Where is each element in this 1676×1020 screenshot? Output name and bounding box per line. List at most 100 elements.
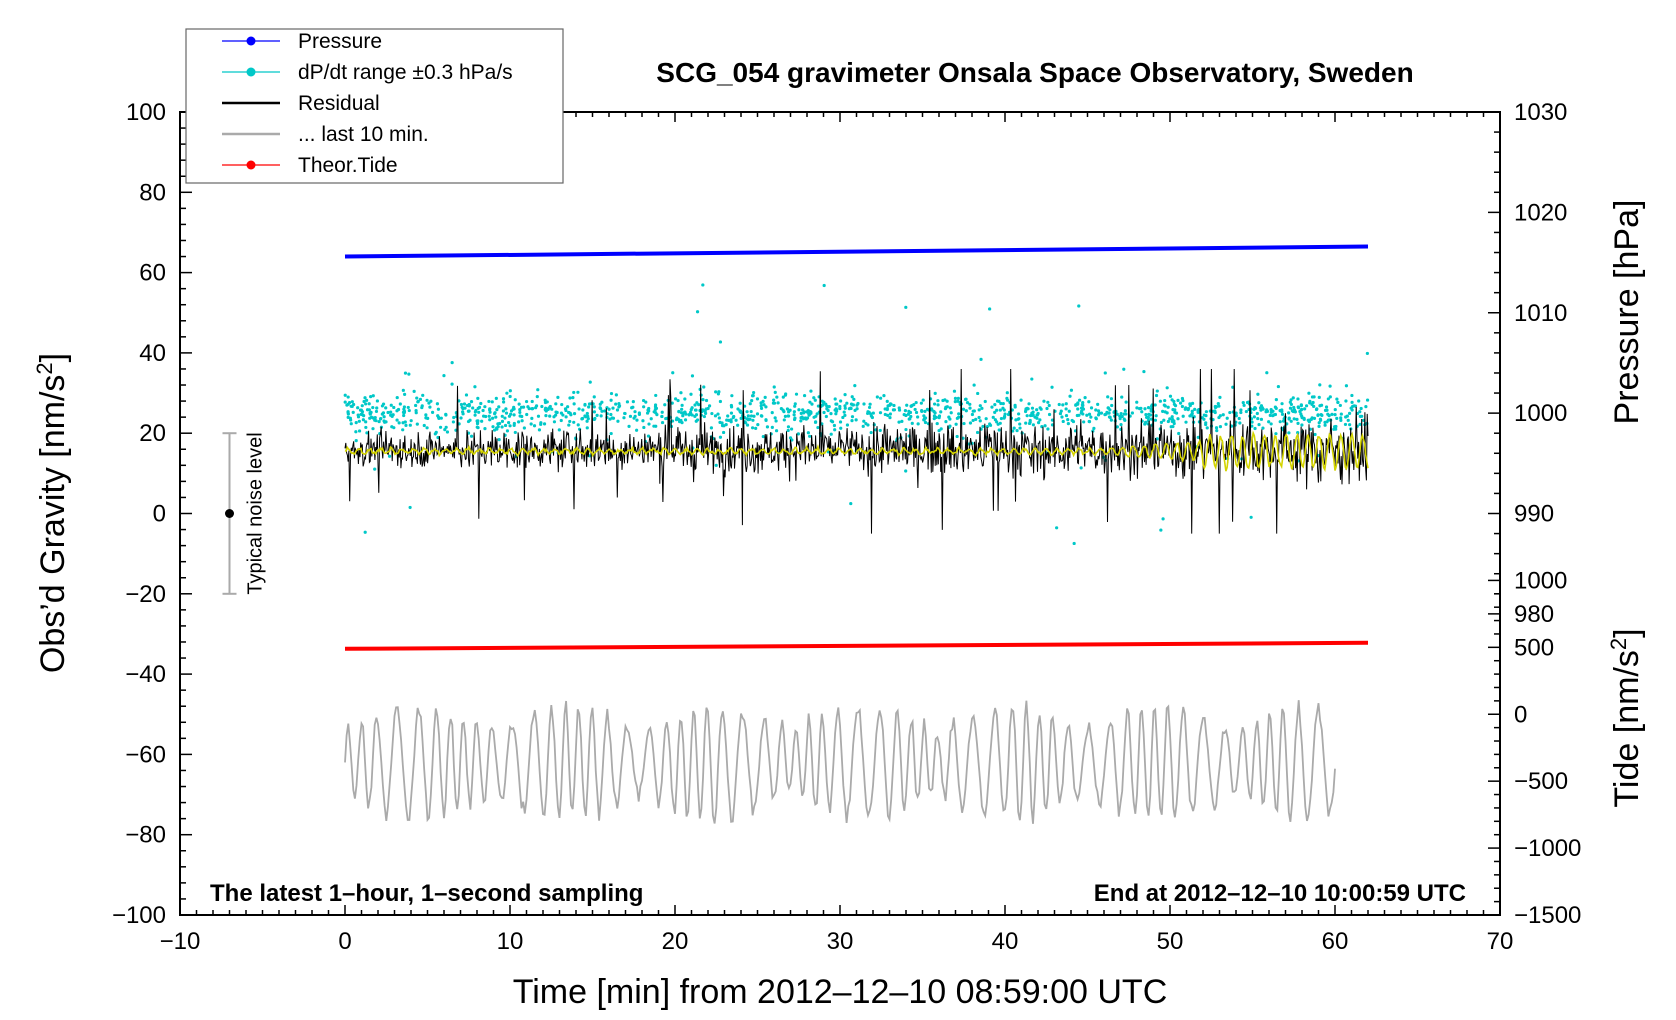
dpdt-point bbox=[469, 400, 474, 404]
dpdt-point bbox=[402, 413, 406, 418]
dpdt-point bbox=[364, 420, 368, 424]
dpdt-point bbox=[679, 391, 683, 395]
dpdt-point bbox=[392, 405, 396, 410]
dpdt-point bbox=[422, 423, 426, 428]
dpdt-point bbox=[914, 410, 919, 415]
dpdt-point bbox=[652, 410, 656, 414]
dpdt-point bbox=[471, 406, 475, 410]
dpdt-point bbox=[1312, 404, 1316, 408]
dpdt-point bbox=[729, 411, 734, 415]
x-tick-label: 30 bbox=[827, 928, 854, 955]
dpdt-point bbox=[683, 418, 688, 422]
dpdt-point bbox=[1122, 367, 1126, 371]
dpdt-point bbox=[1216, 402, 1220, 406]
dpdt-point bbox=[476, 419, 480, 423]
dpdt-point bbox=[1123, 409, 1127, 413]
dpdt-point bbox=[1172, 399, 1176, 404]
dpdt-point bbox=[504, 411, 509, 415]
dpdt-point bbox=[978, 404, 982, 408]
dpdt-point bbox=[923, 409, 927, 413]
dpdt-point bbox=[1158, 399, 1162, 403]
dpdt-point bbox=[1280, 409, 1284, 414]
dpdt-point bbox=[1328, 395, 1332, 399]
dpdt-point bbox=[759, 414, 763, 418]
dpdt-point bbox=[855, 407, 859, 411]
dpdt-point bbox=[644, 400, 648, 404]
dpdt-point bbox=[792, 413, 796, 417]
dpdt-point bbox=[504, 407, 508, 411]
dpdt-point bbox=[869, 414, 873, 418]
dpdt-point bbox=[592, 405, 596, 409]
dpdt-point bbox=[1014, 418, 1018, 422]
dpdt-point bbox=[633, 410, 637, 414]
dpdt-point bbox=[380, 412, 384, 416]
tide-tick-label: −500 bbox=[1514, 768, 1568, 795]
dpdt-point bbox=[607, 407, 611, 411]
dpdt-point bbox=[838, 420, 843, 424]
dpdt-point bbox=[701, 283, 705, 287]
dpdt-point bbox=[1296, 397, 1300, 401]
dpdt-point bbox=[415, 422, 419, 426]
dpdt-point bbox=[1257, 422, 1261, 427]
dpdt-point bbox=[1330, 412, 1334, 416]
dpdt-point bbox=[1163, 398, 1167, 403]
dpdt-point bbox=[904, 305, 908, 309]
dpdt-point bbox=[412, 389, 416, 393]
dpdt-point bbox=[654, 424, 658, 428]
dpdt-point bbox=[1085, 413, 1089, 417]
dpdt-point bbox=[835, 402, 839, 406]
dpdt-point bbox=[495, 427, 499, 431]
dpdt-point bbox=[1082, 420, 1086, 424]
dpdt-point bbox=[910, 404, 914, 408]
dpdt-point bbox=[1047, 412, 1052, 417]
y-tick-label: −100 bbox=[112, 902, 166, 929]
dpdt-point bbox=[910, 421, 914, 425]
dpdt-point bbox=[871, 411, 875, 415]
dpdt-point bbox=[1161, 409, 1165, 413]
dpdt-point bbox=[997, 428, 1001, 432]
dpdt-point bbox=[1339, 418, 1343, 422]
dpdt-point bbox=[1317, 395, 1321, 399]
dpdt-point bbox=[762, 403, 766, 407]
pressure-tick-label: 1030 bbox=[1514, 99, 1567, 126]
dpdt-point bbox=[913, 407, 917, 412]
dpdt-point bbox=[843, 392, 847, 397]
dpdt-point bbox=[1339, 412, 1343, 416]
dpdt-point bbox=[386, 410, 390, 415]
dpdt-point bbox=[914, 400, 918, 405]
dpdt-point bbox=[356, 406, 360, 410]
dpdt-point bbox=[991, 415, 995, 419]
dpdt-point bbox=[603, 409, 607, 413]
dpdt-point bbox=[464, 393, 469, 397]
dpdt-point bbox=[1168, 417, 1172, 421]
dpdt-point bbox=[1268, 413, 1272, 417]
dpdt-point bbox=[1259, 408, 1263, 412]
dpdt-point bbox=[356, 413, 360, 417]
dpdt-point bbox=[886, 404, 890, 408]
dpdt-point bbox=[395, 409, 399, 413]
dpdt-point bbox=[1130, 411, 1134, 415]
y-tick-label: 60 bbox=[139, 260, 166, 287]
dpdt-point bbox=[977, 408, 981, 412]
dpdt-point bbox=[1200, 416, 1204, 420]
dpdt-point bbox=[888, 416, 892, 420]
dpdt-point bbox=[1338, 403, 1342, 408]
dpdt-point bbox=[637, 411, 641, 415]
dpdt-point bbox=[745, 423, 750, 427]
dpdt-point bbox=[609, 431, 613, 436]
dpdt-point bbox=[964, 409, 968, 413]
dpdt-point bbox=[1280, 402, 1284, 406]
dpdt-point bbox=[1072, 541, 1076, 546]
dpdt-point bbox=[536, 414, 541, 418]
dpdt-point bbox=[552, 420, 557, 424]
dpdt-point bbox=[361, 418, 365, 422]
dpdt-point bbox=[617, 401, 621, 406]
dpdt-point bbox=[369, 395, 373, 399]
dpdt-point bbox=[804, 417, 808, 421]
dpdt-point bbox=[1115, 425, 1119, 429]
dpdt-point bbox=[1265, 409, 1270, 413]
dpdt-point bbox=[1025, 414, 1029, 418]
dpdt-point bbox=[559, 411, 564, 415]
dpdt-point bbox=[407, 408, 411, 413]
dpdt-point bbox=[1159, 420, 1164, 424]
